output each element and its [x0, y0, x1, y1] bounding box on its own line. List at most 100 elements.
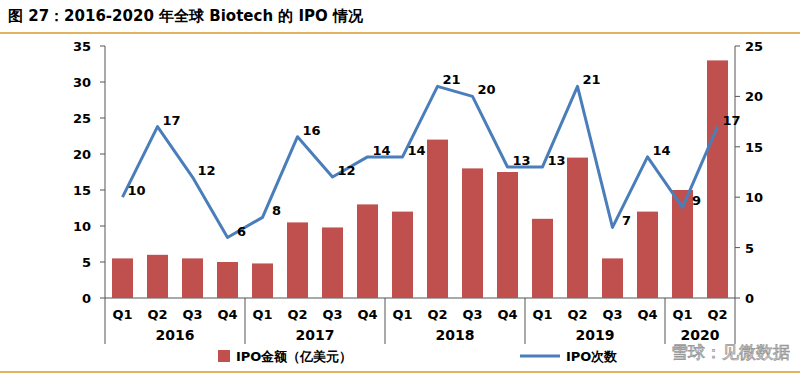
y2-tick-label: 10 [745, 190, 763, 205]
y-tick-label: 15 [73, 183, 91, 198]
data-label: 12 [197, 163, 215, 178]
bar [357, 204, 378, 298]
y-tick-label: 30 [73, 75, 91, 90]
legend-swatch [218, 350, 230, 362]
data-label: 7 [622, 213, 631, 228]
x-tick-label: Q4 [637, 307, 657, 322]
data-label: 6 [237, 224, 246, 239]
x-tick-label: Q1 [672, 307, 692, 322]
bottom-rule [0, 371, 800, 373]
x-tick-label: Q3 [182, 307, 202, 322]
y-tick-label: 35 [73, 39, 91, 54]
bar [497, 172, 518, 298]
x-tick-label: Q4 [217, 307, 237, 322]
y2-tick-label: 20 [745, 89, 763, 104]
group-separator [385, 298, 386, 344]
x-tick-label: Q2 [147, 307, 167, 322]
legend-label: IPO次数 [566, 349, 618, 364]
y-tick [100, 226, 105, 227]
x-tick-label: Q2 [427, 307, 447, 322]
x-tick-label: Q2 [567, 307, 587, 322]
y2-tick [735, 46, 740, 47]
data-label: 17 [162, 113, 180, 128]
y-tick-label: 20 [73, 147, 91, 162]
y2-tick-label: 5 [745, 241, 754, 256]
legend: IPO金额（亿美元） IPO次数 [218, 349, 618, 364]
x-group-label: 2018 [436, 327, 475, 343]
data-label: 14 [372, 143, 390, 158]
bar [182, 258, 203, 298]
y-axis [105, 46, 106, 298]
data-label: 14 [652, 143, 670, 158]
data-label: 8 [272, 203, 281, 218]
x-tick-label: Q3 [322, 307, 342, 322]
y-tick [100, 82, 105, 83]
bar [392, 212, 413, 298]
data-label: 16 [302, 123, 320, 138]
y-tick [100, 154, 105, 155]
title: 图 27：2016-2020 年全球 Biotech 的 IPO 情况 [8, 7, 364, 25]
x-tick-label: Q4 [357, 307, 377, 322]
x-tick-label: Q1 [532, 307, 552, 322]
y-tick [100, 298, 105, 299]
line [123, 86, 718, 237]
data-labels: 10 17 12 6 8 16 12 14 14 21 20 13 13 21 7 14 9 17 [127, 72, 740, 238]
data-label: 13 [547, 153, 565, 168]
y2-tick-label: 25 [745, 39, 763, 54]
y2-tick [735, 96, 740, 97]
bar [147, 255, 168, 298]
x-tick-label: Q1 [392, 307, 412, 322]
data-label: 17 [722, 113, 740, 128]
bar [707, 60, 728, 298]
x-tick-label: Q4 [497, 307, 517, 322]
y-tick [100, 262, 105, 263]
group-separator [525, 298, 526, 344]
chart: 图 27：2016-2020 年全球 Biotech 的 IPO 情况05101… [0, 0, 800, 375]
group-separator [735, 298, 736, 344]
data-label: 10 [127, 183, 145, 198]
x-group-label: 2020 [681, 327, 720, 343]
y-tick-label: 0 [82, 291, 91, 306]
bar [217, 262, 238, 298]
y2-tick-label: 0 [745, 291, 754, 306]
x-group-label: 2016 [156, 327, 195, 343]
legend-swatch [520, 355, 560, 358]
data-label: 12 [337, 163, 355, 178]
data-label: 21 [582, 72, 600, 87]
bar [567, 158, 588, 298]
data-label: 9 [692, 193, 701, 208]
bar [252, 263, 273, 298]
y2-tick [735, 197, 740, 198]
x-tick-label: Q3 [462, 307, 482, 322]
y-tick-label: 10 [73, 219, 91, 234]
data-label: 21 [442, 72, 460, 87]
group-separator [105, 298, 106, 344]
y-tick [100, 46, 105, 47]
y-tick-label: 5 [82, 255, 91, 270]
group-separator [245, 298, 246, 344]
x-tick-label: Q1 [252, 307, 272, 322]
group-separator [665, 298, 666, 344]
bar [427, 140, 448, 298]
legend-label: IPO金额（亿美元） [236, 349, 352, 364]
x-group-label: 2019 [576, 327, 615, 343]
plot-area [112, 60, 728, 298]
y2-tick [735, 247, 740, 248]
y2-tick-label: 15 [745, 140, 763, 155]
y-tick [100, 118, 105, 119]
data-label: 20 [477, 82, 495, 97]
bar [322, 227, 343, 298]
y-tick-label: 25 [73, 111, 91, 126]
bar [637, 212, 658, 298]
y2-axis [735, 46, 736, 298]
title-rule [0, 32, 800, 34]
data-label: 14 [407, 143, 425, 158]
x-tick-label: Q1 [112, 307, 132, 322]
x-tick-label: Q2 [707, 307, 727, 322]
y2-tick [735, 146, 740, 147]
data-label: 13 [512, 153, 530, 168]
bar [112, 258, 133, 298]
bar [462, 168, 483, 298]
bar [532, 219, 553, 298]
watermark: 雪球：见微数据 [671, 342, 790, 362]
